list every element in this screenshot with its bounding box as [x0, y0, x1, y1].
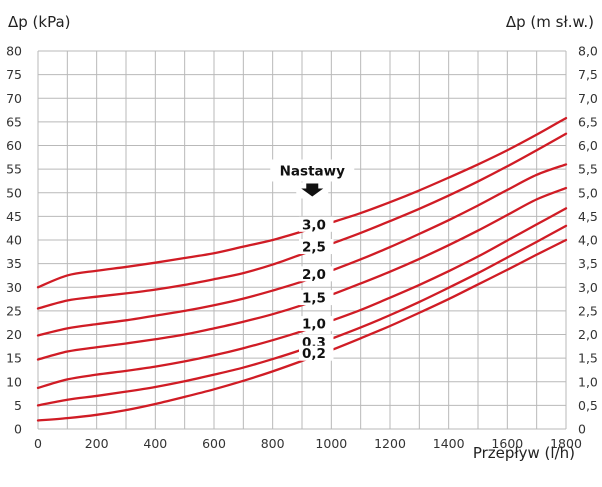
- series-label-bg: [299, 216, 334, 232]
- y-tick-left: 0: [14, 422, 22, 437]
- series-label: 0,2: [302, 346, 326, 362]
- y-tick-right: 4,0: [578, 233, 598, 248]
- series-label-bg: [299, 316, 334, 332]
- x-tick: 400: [143, 436, 167, 451]
- y-tick-right: 3,0: [578, 280, 598, 295]
- x-tick: 600: [202, 436, 226, 451]
- y-tick-right: 2,0: [578, 327, 598, 342]
- y-tick-right: 1,5: [578, 351, 598, 366]
- y-tick-right: 1,0: [578, 374, 598, 389]
- x-tick: 1000: [315, 436, 347, 451]
- series-label-bg: [299, 345, 334, 361]
- series-line: [36, 186, 568, 361]
- y-tick-right: 6,5: [578, 114, 598, 129]
- grid: [37, 50, 567, 430]
- y-tick-right: 7,0: [578, 91, 598, 106]
- left-axis-title: Δp (kPa): [8, 13, 71, 31]
- y-tick-right: 5,5: [578, 162, 598, 177]
- series-label-bg: [299, 290, 334, 306]
- y-tick-right: 6,0: [578, 138, 598, 153]
- y-tick-left: 40: [6, 233, 22, 248]
- y-tick-right: 3,5: [578, 256, 598, 271]
- y-tick-right: 0,5: [578, 398, 598, 413]
- series-label: 2,5: [302, 240, 326, 256]
- y-tick-left: 45: [6, 209, 22, 224]
- y-tick-left: 65: [6, 114, 22, 129]
- annotation-label: Nastawy: [280, 163, 345, 179]
- y-tick-right: 2,5: [578, 303, 598, 318]
- y-tick-left: 30: [6, 280, 22, 295]
- series-line: [36, 163, 568, 337]
- x-tick: 1200: [374, 436, 406, 451]
- x-tick: 1400: [433, 436, 465, 451]
- y-tick-left: 35: [6, 256, 22, 271]
- y-tick-right: 7,5: [578, 67, 598, 82]
- series-label-bg: [299, 239, 334, 255]
- x-tick: 1800: [550, 436, 582, 451]
- series-label: 3,0: [302, 217, 326, 233]
- y-tick-right: 4,5: [578, 209, 598, 224]
- y-tick-left: 15: [6, 351, 22, 366]
- y-tick-left: 10: [6, 374, 22, 389]
- series-label: 1,0: [302, 317, 326, 333]
- tick-labels: 0 05 0,510 1,015 1,520 2,025 2,530 3,035 3,540 4,…: [6, 44, 598, 452]
- x-tick: 0: [34, 436, 42, 451]
- y-tick-left: 5: [14, 398, 22, 413]
- y-tick-left: 60: [6, 138, 22, 153]
- series-label: 1,5: [302, 291, 326, 307]
- x-axis-title: Przepływ (l/h): [473, 444, 575, 462]
- series-label-bg: [299, 334, 334, 350]
- right-axis-title: Δp (m sł.w.): [506, 13, 594, 31]
- y-tick-left: 75: [6, 67, 22, 82]
- x-tick: 1600: [491, 436, 523, 451]
- series-label: 2,0: [302, 267, 326, 283]
- x-tick: 200: [85, 436, 109, 451]
- y-tick-left: 70: [6, 91, 22, 106]
- y-tick-left: 50: [6, 185, 22, 200]
- y-tick-left: 25: [6, 303, 22, 318]
- x-tick: 800: [261, 436, 285, 451]
- series-line: [36, 132, 568, 310]
- y-tick-right: 8,0: [578, 44, 598, 59]
- y-tick-left: 20: [6, 327, 22, 342]
- series-line: [36, 207, 568, 390]
- y-tick-left: 80: [6, 44, 22, 59]
- down-arrow-icon: [301, 183, 324, 197]
- y-tick-right: 0: [578, 422, 586, 437]
- y-tick-right: 5,0: [578, 185, 598, 200]
- series-label-bg: [299, 266, 334, 282]
- annotation-bg: [270, 159, 355, 182]
- y-tick-left: 55: [6, 162, 22, 177]
- series-line: [36, 238, 568, 422]
